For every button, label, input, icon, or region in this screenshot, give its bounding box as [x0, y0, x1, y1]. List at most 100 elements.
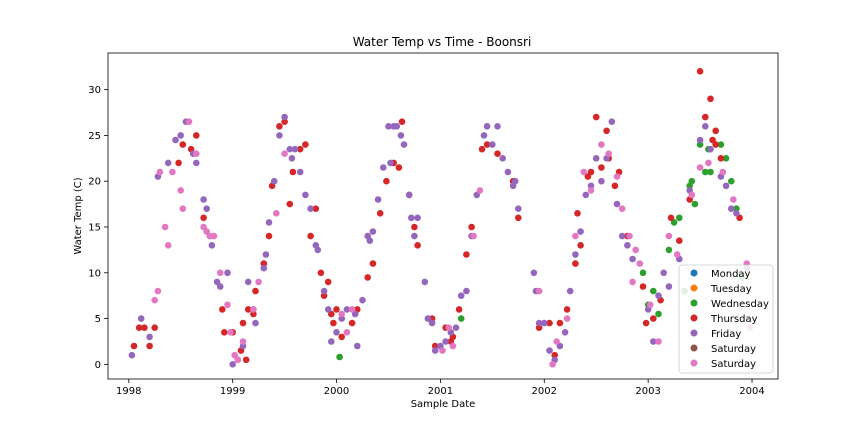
data-point [219, 306, 226, 313]
data-point [330, 319, 337, 327]
data-point [328, 338, 335, 345]
data-point [650, 315, 657, 322]
data-point [574, 210, 581, 217]
data-point [200, 214, 207, 222]
data-point [696, 68, 704, 75]
x-axis-title: Sample Date [411, 399, 476, 410]
data-point [260, 260, 268, 267]
data-point [411, 232, 418, 240]
data-point [688, 191, 696, 199]
data-point [359, 296, 366, 304]
data-point [216, 283, 224, 290]
data-point [242, 356, 250, 364]
data-point [667, 214, 675, 222]
data-point [314, 246, 322, 254]
data-point [175, 159, 182, 167]
data-point [281, 150, 288, 157]
data-point [252, 287, 259, 295]
data-point [696, 164, 704, 171]
data-point [665, 246, 673, 254]
x-tick-label: 2004 [739, 386, 764, 397]
data-point [463, 287, 470, 295]
data-point [719, 168, 727, 176]
data-point [494, 150, 501, 157]
chart-title: Water Temp vs Time - Boonsri [353, 35, 532, 49]
data-point [224, 269, 231, 277]
data-point [151, 324, 158, 332]
series-6 [151, 118, 754, 368]
data-point [572, 260, 579, 267]
data-point [203, 205, 210, 212]
data-point [405, 191, 413, 199]
data-point [296, 168, 304, 176]
x-tick-label: 2001 [428, 386, 453, 397]
data-point [239, 338, 247, 345]
y-tick-label: 5 [95, 314, 101, 325]
x-tick-label: 2002 [532, 386, 557, 397]
data-point [598, 164, 605, 171]
data-point [414, 214, 421, 222]
data-point [270, 177, 278, 185]
data-point [655, 338, 662, 345]
data-point [141, 324, 148, 332]
data-point [691, 200, 699, 208]
data-point [224, 301, 231, 309]
data-point [688, 177, 696, 185]
data-point [354, 342, 361, 350]
legend-marker [690, 269, 698, 277]
data-point [515, 214, 522, 222]
data-point [369, 228, 377, 235]
data-point [580, 168, 588, 176]
data-point [483, 141, 491, 148]
data-point [712, 141, 719, 148]
data-point [281, 118, 288, 125]
data-point [288, 155, 296, 162]
data-point [728, 177, 735, 185]
data-point [717, 141, 725, 148]
data-point [702, 113, 709, 121]
y-tick-label: 25 [88, 131, 101, 142]
data-point [317, 269, 325, 277]
data-point [281, 113, 288, 121]
data-point [499, 155, 507, 162]
data-point [572, 251, 579, 258]
data-point [400, 141, 408, 148]
data-point [463, 251, 470, 258]
data-point [626, 232, 633, 240]
data-point [286, 200, 294, 208]
data-point [286, 145, 294, 153]
data-point [598, 177, 605, 185]
data-point [592, 113, 600, 121]
data-point [374, 196, 382, 203]
data-point [338, 315, 346, 322]
data-point [395, 164, 403, 171]
data-point [535, 324, 543, 332]
data-point [376, 210, 384, 217]
legend-label: Tuesday [710, 284, 752, 295]
data-point [320, 287, 328, 295]
data-point [333, 329, 340, 336]
data-point [445, 324, 453, 332]
data-point [613, 200, 621, 208]
data-point [707, 168, 714, 176]
data-point [296, 145, 304, 153]
data-point [530, 269, 538, 277]
data-point [227, 329, 234, 336]
data-point [563, 306, 571, 313]
data-point [587, 187, 595, 194]
data-point [541, 319, 548, 327]
data-point [164, 159, 172, 167]
data-point [324, 306, 332, 313]
series-4 [128, 113, 751, 368]
legend-box [678, 264, 774, 374]
data-point [239, 319, 247, 327]
data-point [302, 191, 309, 199]
data-point [566, 287, 574, 295]
data-point [629, 255, 636, 263]
legend-marker [690, 359, 698, 367]
data-point [291, 145, 299, 153]
data-point [343, 306, 351, 313]
data-point [605, 150, 612, 157]
data-point [265, 232, 273, 240]
